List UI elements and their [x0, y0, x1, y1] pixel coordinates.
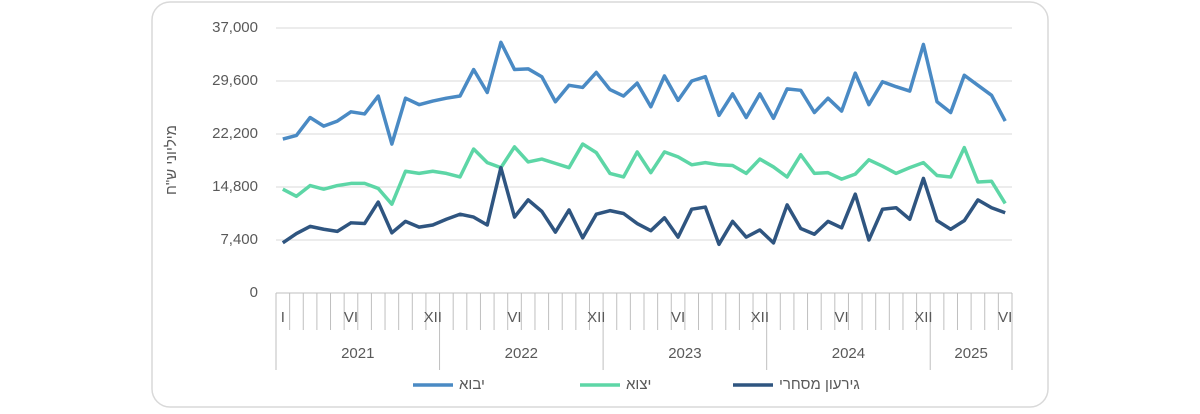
x-tick-label: I	[281, 309, 285, 326]
year-label: 2024	[832, 345, 865, 362]
year-label: 2021	[341, 345, 374, 362]
year-label: 2022	[505, 345, 538, 362]
x-tick-label: VI	[344, 309, 358, 326]
legend-label: גירעון מסחרי	[779, 376, 860, 393]
x-tick-label: XII	[587, 309, 605, 326]
x-tick-label: XII	[751, 309, 769, 326]
x-tick-label: XII	[424, 309, 442, 326]
y-tick-label: 0	[250, 284, 258, 301]
y-axis-label: מיליוני ש"ח	[163, 125, 180, 195]
x-tick-label: VI	[507, 309, 521, 326]
year-label: 2025	[954, 345, 987, 362]
y-tick-label: 37,000	[212, 19, 258, 36]
year-label: 2023	[668, 345, 701, 362]
legend-label: יצוא	[626, 376, 651, 393]
x-tick-label: VI	[835, 309, 849, 326]
y-tick-label: 7,400	[220, 231, 258, 248]
x-tick-label: XII	[914, 309, 932, 326]
series-line	[282, 40, 1007, 146]
series-line	[281, 165, 1006, 247]
y-tick-label: 22,200	[212, 125, 258, 142]
y-tick-label: 29,600	[212, 72, 258, 89]
y-tick-label: 14,800	[212, 178, 258, 195]
x-tick-label: VI	[998, 309, 1012, 326]
x-tick-label: VI	[671, 309, 685, 326]
legend-label: יבוא	[459, 376, 485, 393]
series-line	[282, 142, 1007, 206]
